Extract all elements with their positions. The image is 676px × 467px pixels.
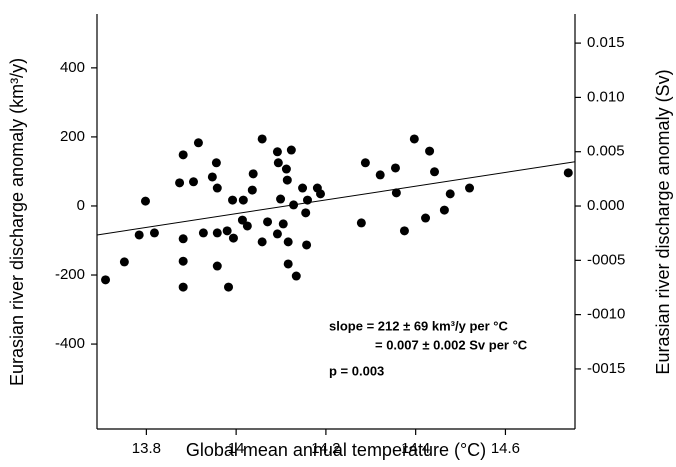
point [193,138,203,148]
point [430,167,440,177]
point [228,195,238,205]
point [247,185,257,195]
point [149,228,159,238]
point [134,230,144,240]
point [140,196,150,206]
point [301,208,311,218]
point [391,188,401,198]
point [212,183,222,193]
point [119,257,129,267]
point [278,219,288,229]
point [178,150,188,160]
point [298,183,308,193]
y2-tick-label: 0.000 [587,197,625,214]
x-tick-label: 14.4 [401,440,430,457]
y2-tick-label: 0.005 [587,143,625,160]
point [375,170,385,180]
point [409,134,419,144]
point [178,256,188,266]
point [178,234,188,244]
x-tick-label: 14.2 [311,440,340,457]
y-tick-label: 0 [77,197,85,214]
point [563,168,573,178]
x-tick-label: 13.8 [132,440,161,457]
annotation: p = 0.003 [329,363,384,378]
point [356,218,366,228]
point [248,169,258,179]
point [198,228,208,238]
point [399,226,409,236]
y-tick-label: -400 [55,335,85,352]
point [276,194,286,204]
point [238,195,248,205]
y-tick-label: 200 [60,128,85,145]
point [289,200,299,210]
point [283,237,293,247]
y2-tick-label: 0.015 [587,34,625,51]
x-tick-label: 14 [228,440,245,457]
point [283,259,293,269]
point [257,237,267,247]
point [207,172,217,182]
y-tick-label: 400 [60,59,85,76]
point [272,147,282,157]
point [445,189,455,199]
point [175,178,185,188]
point [263,217,273,227]
point [101,275,111,285]
point [421,213,431,223]
y2-axis-label: Eurasian river discharge anomaly (Sv) [653,69,673,374]
point [228,233,238,243]
y2-tick-label: -0005 [587,251,625,268]
y2-tick-label: -0015 [587,360,625,377]
point [286,145,296,155]
y-axis-label: Eurasian river discharge anomaly (km³/y) [7,58,27,386]
point [291,271,301,281]
point [425,146,435,156]
point [212,228,222,238]
point [273,158,283,168]
point [360,158,370,168]
point [178,282,188,292]
point [272,229,282,239]
point [302,240,312,250]
point [465,183,475,193]
y2-tick-label: 0.010 [587,88,625,105]
point [224,282,234,292]
fit-line [96,161,576,236]
point [222,226,232,236]
x-axis-label: Global mean annual temperature (°C) [186,440,486,460]
point [282,175,292,185]
point [390,163,400,173]
point [257,134,267,144]
annotation: slope = 212 ± 69 km³/y per °C [329,318,509,333]
point [316,189,326,199]
point [302,195,312,205]
point [211,158,221,168]
point [237,215,247,225]
point [281,164,291,174]
annotation: = 0.007 ± 0.002 Sv per °C [375,337,528,352]
x-tick-label: 14.6 [491,440,520,457]
point [439,205,449,215]
point [242,221,252,231]
y-tick-label: -200 [55,266,85,283]
point [188,177,198,187]
y2-tick-label: -0010 [587,306,625,323]
point [212,261,222,271]
